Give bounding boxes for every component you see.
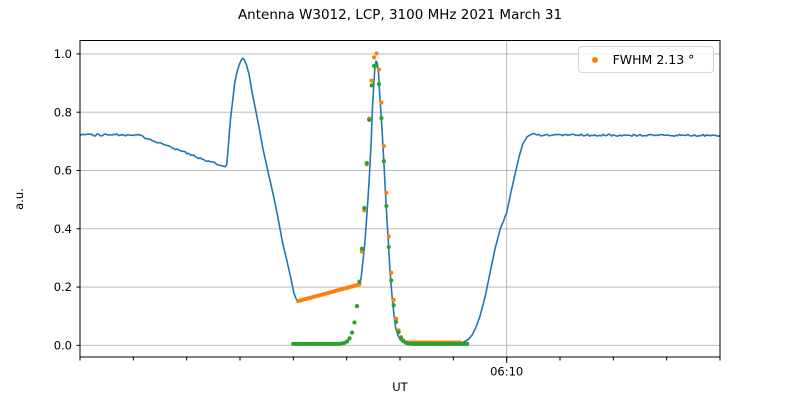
y-axis-label-wrap: a.u.	[8, 40, 30, 357]
x-axis-label: UT	[392, 380, 408, 394]
y-tick-label: 0.6	[54, 164, 72, 178]
y-tick-label: 0.4	[54, 222, 72, 236]
legend-label: FWHM 2.13 °	[612, 52, 695, 67]
legend-marker-dot	[592, 56, 598, 63]
axis-tick-labels: 0.0 0.2 0.4 0.6 0.8 1.0 06:10	[54, 47, 524, 378]
gridlines	[80, 40, 720, 357]
raw-signal	[79, 57, 721, 345]
y-tick-label: 0.2	[54, 280, 72, 294]
series-group	[79, 51, 721, 346]
y-axis-label: a.u.	[12, 187, 26, 210]
y-tick-label: 0.0	[54, 338, 72, 352]
axes-spines	[79, 40, 721, 358]
x-tick-label: 06:10	[490, 365, 523, 379]
axis-ticks	[76, 53, 721, 363]
chart-title: Antenna W3012, LCP, 3100 MHz 2021 March …	[237, 7, 563, 23]
gaussian-fit-points	[291, 63, 470, 346]
y-tick-label: 0.8	[54, 105, 72, 119]
legend: FWHM 2.13 °	[578, 46, 714, 73]
y-tick-label: 1.0	[54, 47, 72, 61]
